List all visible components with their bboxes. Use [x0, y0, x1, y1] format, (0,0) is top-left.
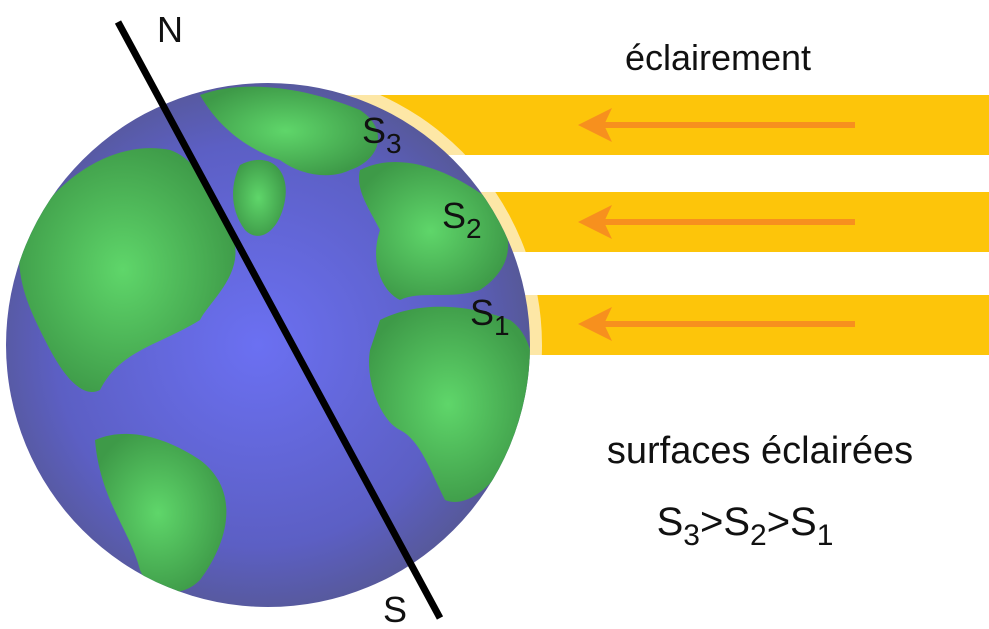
- arrows: [578, 108, 855, 341]
- earth-axis: [114, 20, 444, 620]
- south-america: [95, 433, 227, 593]
- arrow-head: [578, 108, 612, 142]
- north-label: N: [157, 9, 183, 50]
- term-index: 3: [683, 519, 700, 552]
- arrow-head: [578, 307, 612, 341]
- term-index: 1: [817, 519, 834, 552]
- term-letter: S: [723, 500, 750, 544]
- surface-label: S2: [442, 195, 482, 244]
- surface-index: 1: [494, 310, 510, 341]
- continents: [19, 86, 530, 593]
- greenland: [233, 159, 286, 236]
- europe: [359, 161, 509, 300]
- term-letter: S: [790, 500, 817, 544]
- surface-letter: S: [470, 292, 494, 333]
- arctic: [200, 86, 379, 176]
- term-letter: S: [657, 500, 684, 544]
- title: éclairement: [625, 37, 811, 78]
- caption: surfaces éclairées: [607, 430, 913, 472]
- surface-letter: S: [362, 110, 386, 151]
- south-label: S: [383, 589, 407, 629]
- globe: [6, 83, 530, 607]
- north-america: [19, 148, 236, 392]
- surface-index: 2: [466, 213, 482, 244]
- surface-letter: S: [442, 195, 466, 236]
- surface-label: S3: [362, 110, 402, 159]
- surface-label: S1: [470, 292, 510, 341]
- inequality: S3>S2>S1: [657, 500, 834, 552]
- operator: >: [700, 500, 723, 544]
- surface-index: 3: [386, 128, 402, 159]
- term-index: 2: [750, 519, 767, 552]
- africa: [369, 306, 530, 502]
- operator: >: [767, 500, 790, 544]
- arrow-head: [578, 205, 612, 239]
